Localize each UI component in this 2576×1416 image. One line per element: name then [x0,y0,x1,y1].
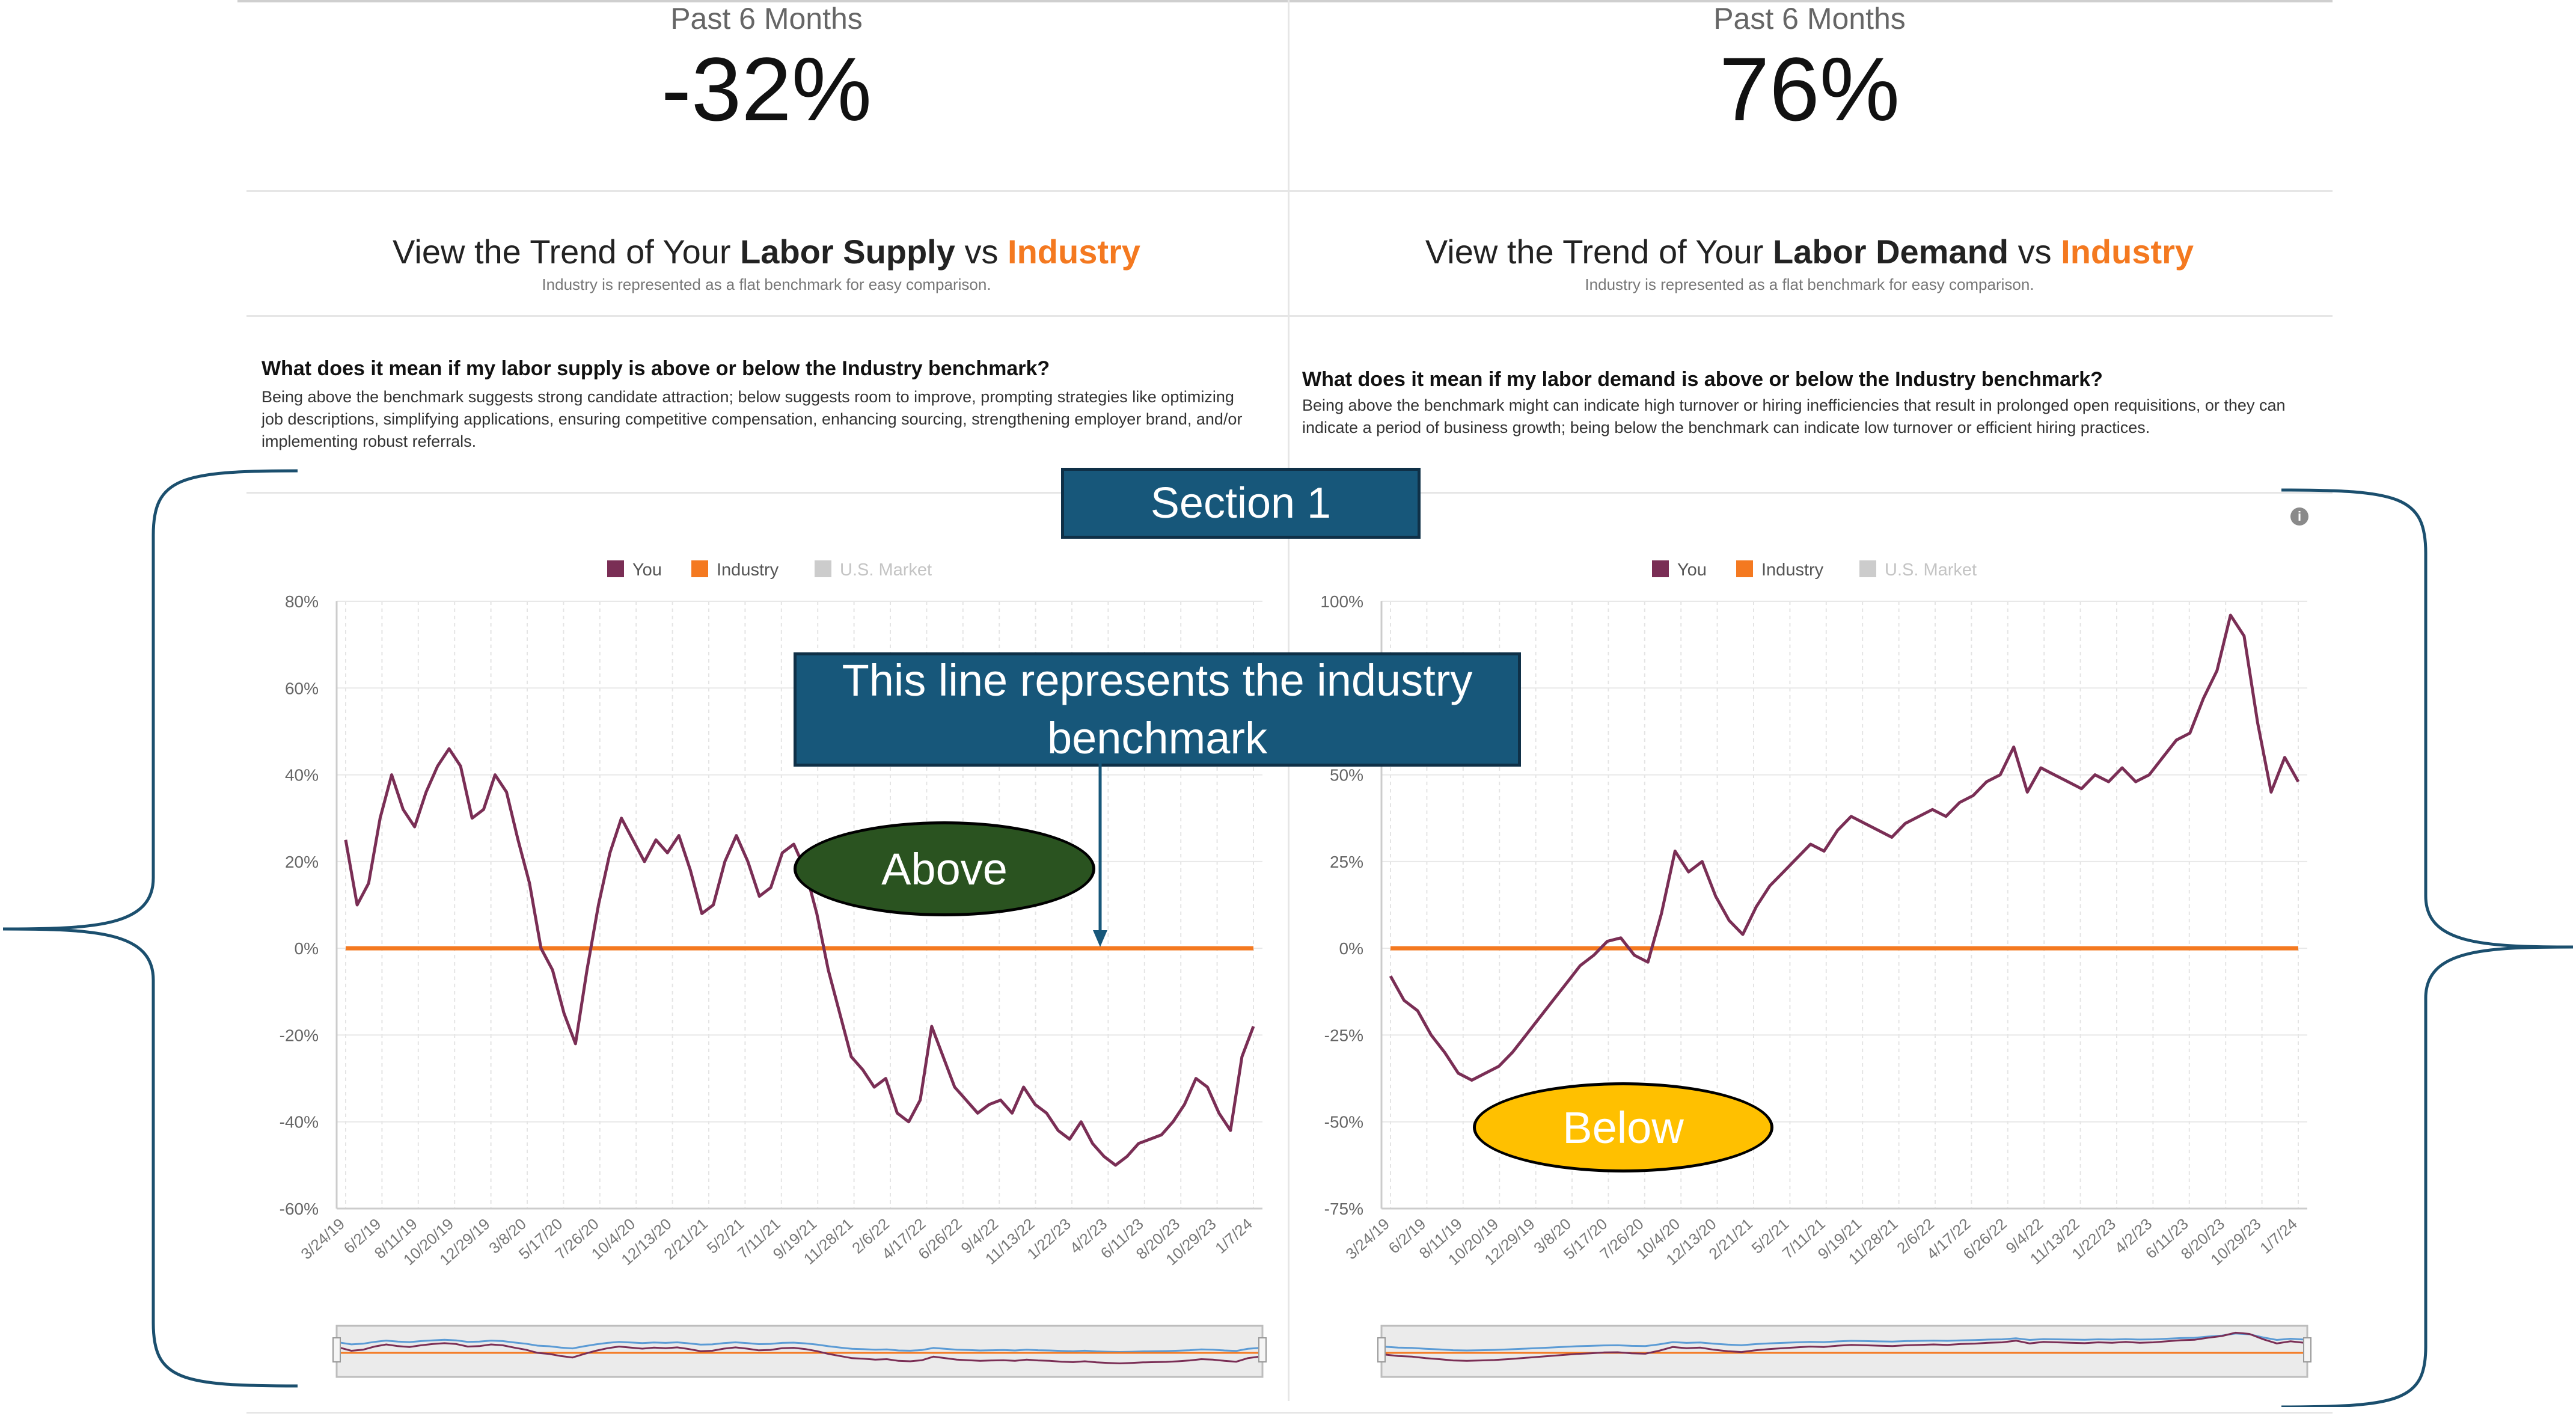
supply-chart: You Industry U.S. Market3/24/196/2/198/11/… [280,560,1267,1378]
demand-legend-swatch-0 [1652,560,1669,577]
demand-legend-swatch-1 [1736,560,1753,577]
demand-legend-label-0: You [1677,560,1707,580]
benchmark-callout-line1: This line represents the industry [842,655,1473,705]
demand-navigator-handle-left[interactable] [1377,1337,1386,1362]
demand-navigator-handle-right[interactable] [2303,1337,2311,1362]
supply-y-tick-label-1: 60% [285,679,319,697]
callout-arrow [1093,761,1107,947]
supply-x-tick-label-25: 1/7/24 [1211,1215,1256,1257]
section-label: Section 1 [1061,468,1421,539]
supply-y-tick-label-2: 40% [285,766,319,785]
demand-chart: You Industry U.S. Market3/24/196/2/198/11/… [1320,560,2311,1378]
demand-answer: Being above the benchmark might can indi… [1302,396,2286,437]
demand-y-tick-label-5: -25% [1324,1026,1363,1044]
supply-answer: Being above the benchmark suggests stron… [262,388,1243,450]
supply-title: View the Trend of Your Labor Supply vs I… [393,233,1140,271]
below-label: Below [1473,1082,1773,1172]
demand-y-tick-label-3: 25% [1330,853,1363,871]
supply-legend-label-0: You [632,560,662,580]
demand-subtitle: Industry is represented as a flat benchm… [1585,275,2034,293]
left-brace [2,469,298,1388]
supply-you-line [344,747,1255,1167]
supply-question: What does it mean if my labor supply is … [262,357,1050,380]
demand-y-tick-label-2: 50% [1330,766,1363,785]
demand-y-tick-label-4: 0% [1339,939,1363,958]
demand-question: What does it mean if my labor demand is … [1302,368,2103,391]
supply-navigator-handle-right[interactable] [1258,1337,1267,1362]
supply-period-label: Past 6 Months [670,2,863,35]
demand-metric-value: 76% [1719,38,1900,139]
supply-legend-label-2: U.S. Market [840,560,932,580]
top-border [237,0,2333,2]
supply-y-tick-label-6: -40% [280,1113,319,1132]
right-brace [2281,488,2574,1407]
divider-1 [246,190,2333,192]
supply-y-tick-label-7: -60% [280,1200,319,1218]
supply-navigator-handle-left[interactable] [332,1337,341,1362]
demand-you-line [1389,613,2300,1082]
benchmark-callout: This line represents the industry benchm… [794,652,1521,767]
supply-navigator-market-line [339,1338,1260,1353]
demand-legend-swatch-2 [1859,560,1876,577]
demand-title: View the Trend of Your Labor Demand vs I… [1425,233,2194,271]
supply-legend-swatch-1 [691,560,708,577]
above-label: Above [794,821,1095,916]
demand-navigator-market-line [1384,1332,2305,1352]
supply-y-tick-label-0: 80% [285,592,319,611]
supply-navigator-you-line [339,1342,1260,1365]
demand-navigator-you-line [1384,1331,2305,1362]
divider-bottom [246,1412,2333,1414]
demand-navigator [1380,1325,2308,1378]
demand-legend-label-2: U.S. Market [1885,560,1977,580]
supply-y-tick-label-3: 20% [285,853,319,871]
supply-legend-swatch-0 [607,560,624,577]
benchmark-callout-line2: benchmark [1047,713,1268,763]
supply-y-tick-label-5: -20% [280,1026,319,1044]
info-icon[interactable]: i [2290,507,2308,526]
divider-2 [246,315,2333,317]
demand-y-tick-label-0: 100% [1320,592,1363,611]
supply-subtitle: Industry is represented as a flat benchm… [542,275,991,293]
supply-legend-swatch-2 [815,560,831,577]
supply-metric-value: -32% [661,38,872,139]
demand-legend-label-1: Industry [1761,560,1824,580]
demand-y-tick-label-7: -75% [1324,1200,1363,1218]
demand-x-tick-label-0: 3/24/19 [1342,1215,1393,1263]
demand-y-tick-label-6: -50% [1324,1113,1363,1132]
demand-period-label: Past 6 Months [1713,2,1906,35]
supply-legend-label-1: Industry [717,560,779,580]
supply-y-tick-label-4: 0% [295,939,319,958]
